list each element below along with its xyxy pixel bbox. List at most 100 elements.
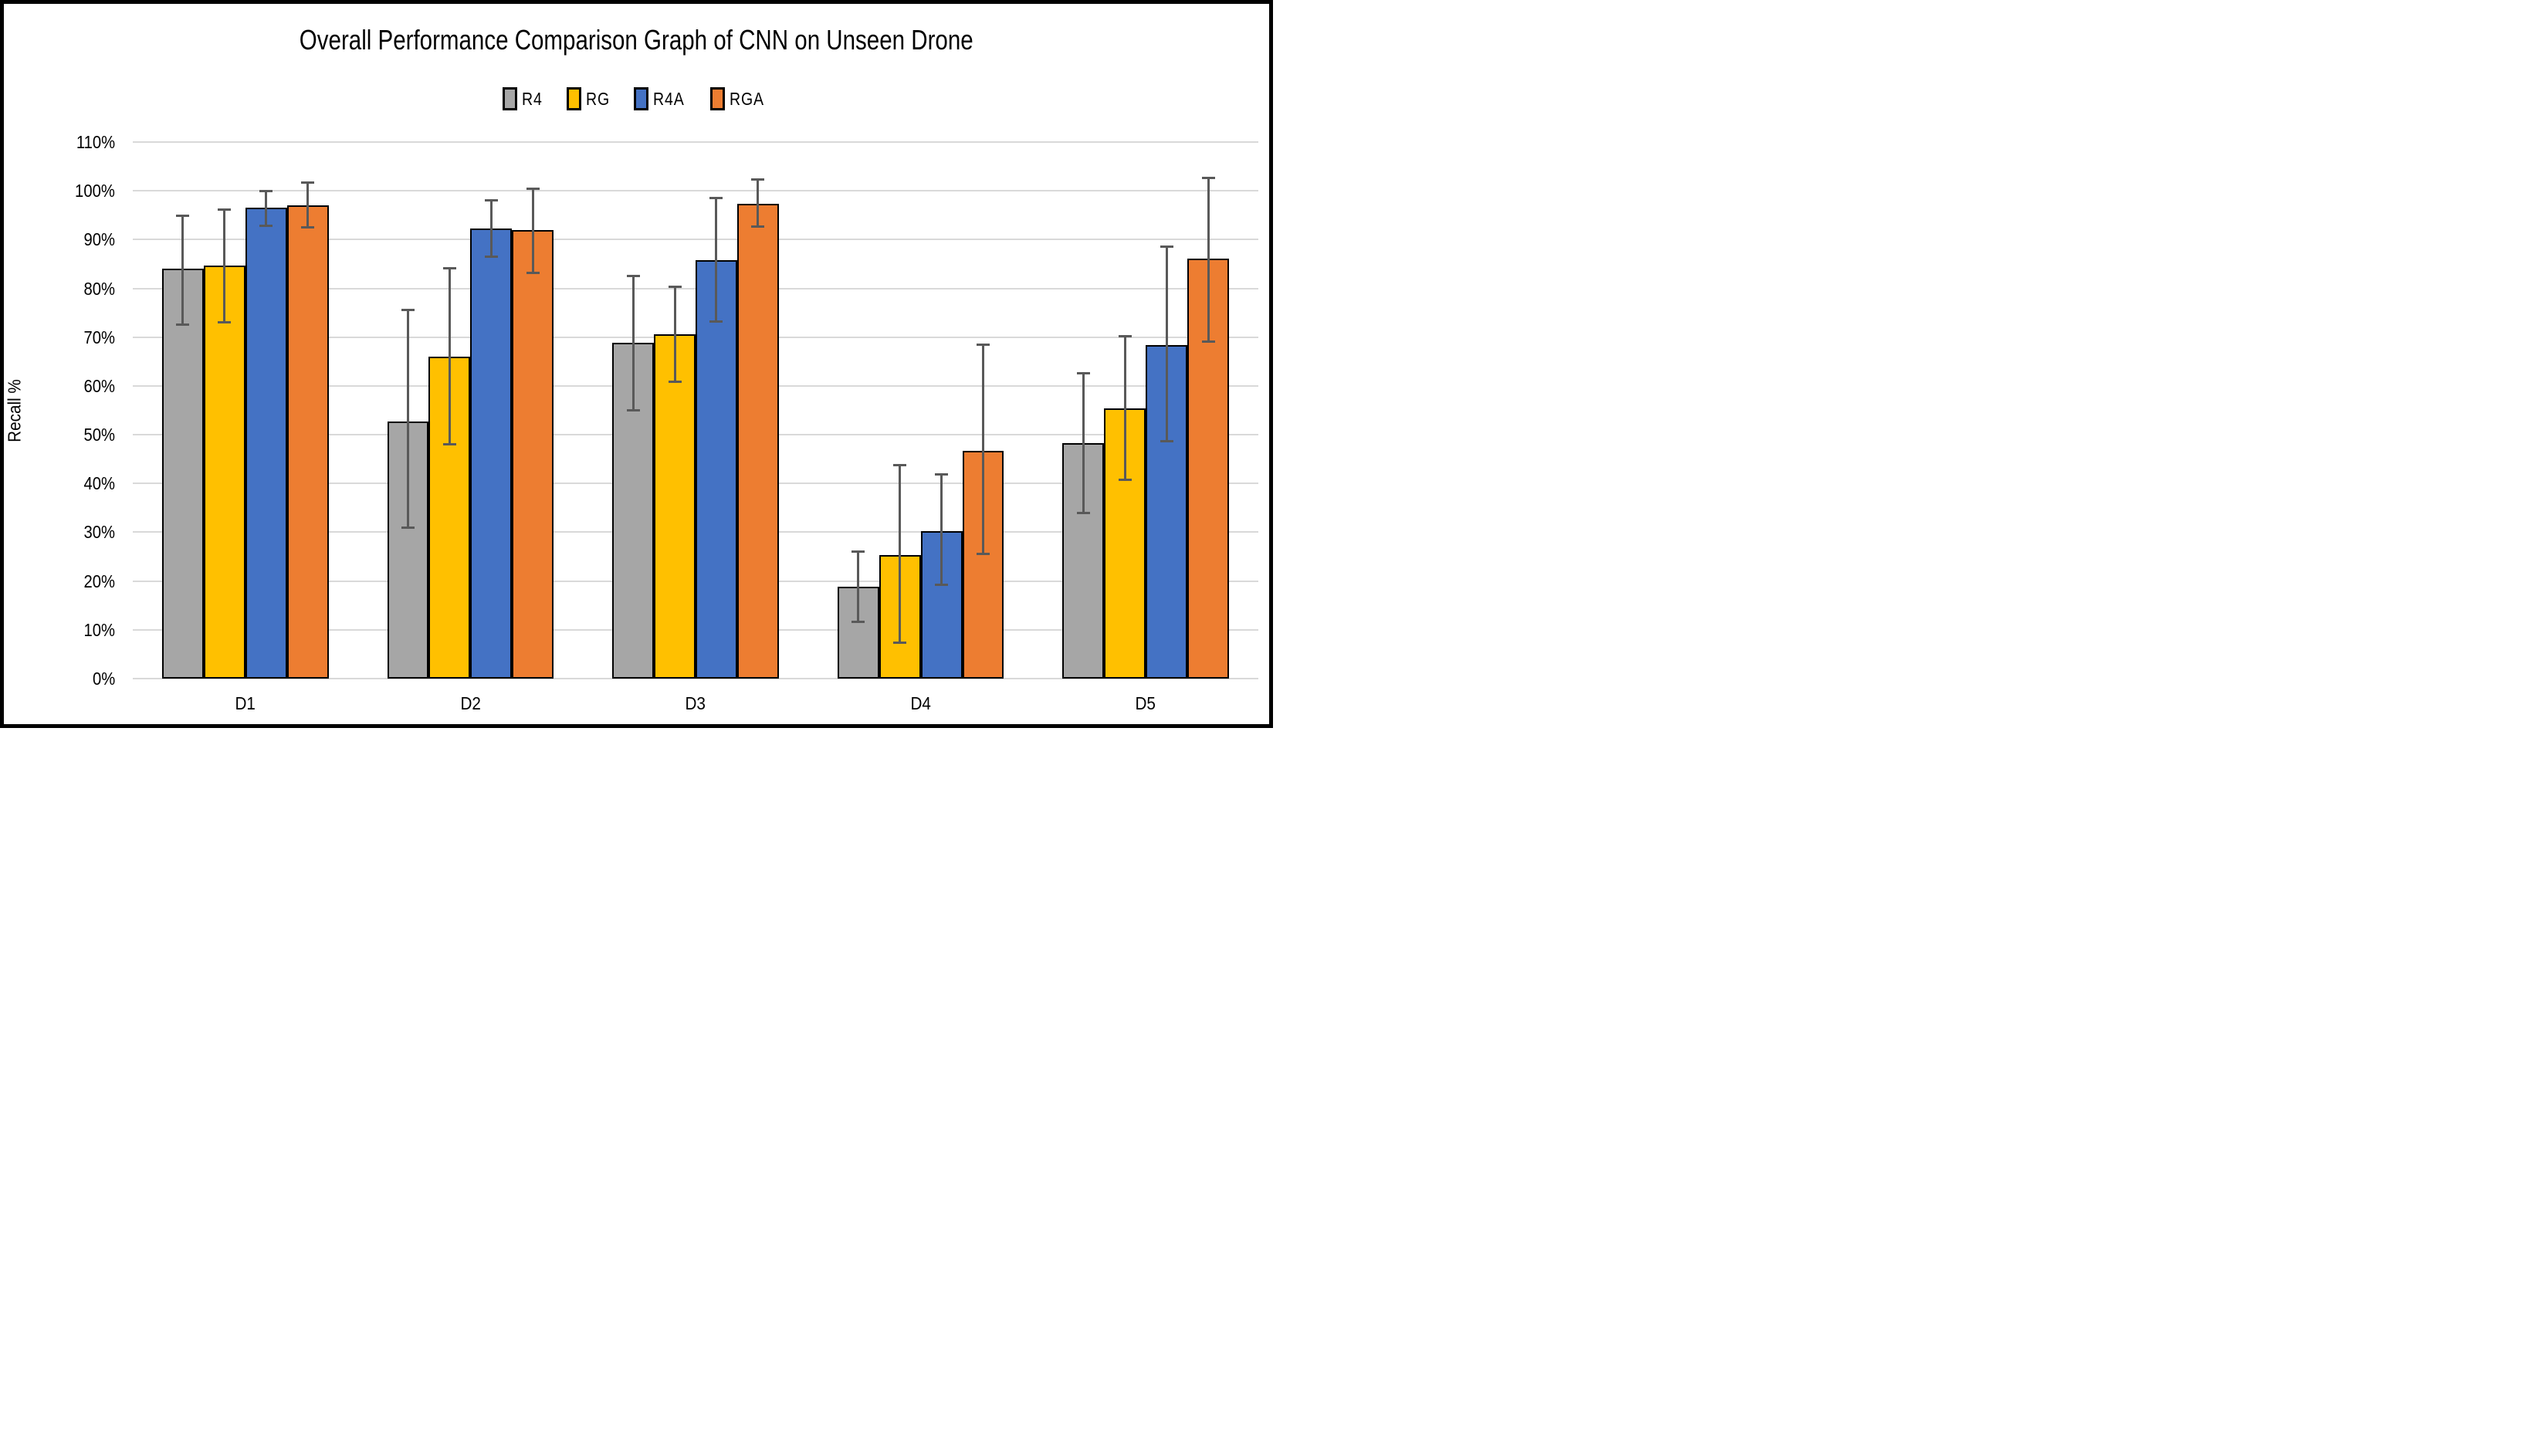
y-tick-label-text: 60%: [83, 375, 115, 396]
error-bar-line: [265, 191, 268, 226]
y-tick-label-text: 90%: [83, 229, 115, 250]
error-bar-cap: [1118, 334, 1132, 337]
y-tick-label: 90%: [4, 229, 115, 249]
legend-item-rg: RG: [566, 87, 614, 110]
error-bar-cap: [977, 343, 990, 346]
y-tick-label-text: 110%: [76, 132, 115, 152]
error-bar-line: [899, 465, 902, 643]
legend: R4 RG R4A RGA: [4, 87, 1269, 110]
error-bar-line: [489, 200, 493, 257]
y-tick-label: 60%: [4, 376, 115, 396]
error-bar-line: [1082, 373, 1085, 513]
gridline: [133, 678, 1258, 679]
error-bar-cap: [176, 323, 190, 327]
error-bar-cap: [668, 381, 682, 384]
bar-rga-d1: [286, 205, 329, 679]
error-bar-cap: [977, 552, 990, 555]
error-bar-cap: [626, 274, 640, 277]
error-bar-line: [448, 268, 451, 445]
error-bar-cap: [851, 550, 865, 553]
x-category-label: D4: [867, 693, 975, 714]
plot-area: 0% 10% 20% 30% 40% 50% 60% 70% 80% 90% 100% 110% D1 D…: [4, 4, 1269, 724]
legend-swatch-icon: [709, 87, 725, 110]
legend-label: RG: [585, 88, 610, 109]
error-bar-cap: [526, 271, 540, 274]
error-bar-line: [857, 551, 860, 622]
error-bar-line: [1123, 336, 1126, 480]
legend-swatch-icon: [566, 87, 581, 110]
gridline: [133, 190, 1258, 192]
bar-rga-d2: [512, 230, 554, 679]
chart-figure: Overall Performance Comparison Graph of …: [0, 0, 1273, 728]
error-bar-line: [1207, 178, 1210, 342]
legend-item-r4: R4: [503, 87, 546, 110]
y-tick-label-text: 20%: [83, 571, 115, 591]
error-bar-cap: [442, 266, 456, 269]
error-bar-cap: [218, 208, 232, 211]
y-tick-label: 50%: [4, 425, 115, 445]
error-bar-cap: [626, 409, 640, 411]
error-bar-cap: [259, 225, 273, 228]
error-bar-line: [757, 179, 760, 227]
error-bar-cap: [751, 178, 765, 181]
error-bar-line: [531, 188, 534, 273]
legend-swatch-icon: [503, 87, 518, 110]
error-bar-cap: [1076, 511, 1090, 514]
x-category-label: D5: [1092, 693, 1200, 714]
error-bar-cap: [893, 463, 907, 466]
error-bar-cap: [218, 321, 232, 324]
error-bar-cap: [851, 621, 865, 624]
bar-r4a-d3: [696, 259, 737, 679]
bar-rg-d3: [654, 334, 696, 679]
error-bar-cap: [1160, 439, 1173, 442]
error-bar-cap: [401, 309, 415, 312]
error-bar-cap: [526, 187, 540, 190]
error-bar-cap: [484, 199, 498, 202]
gridline: [133, 239, 1258, 241]
error-bar-line: [223, 209, 226, 323]
bar-r4a-d2: [470, 228, 513, 679]
x-category-label-text: D4: [910, 693, 931, 713]
x-category-label-text: D3: [685, 693, 706, 713]
error-bar-cap: [935, 583, 949, 586]
y-tick-label-text: 30%: [83, 522, 115, 543]
error-bar-cap: [176, 214, 190, 217]
error-bar-cap: [301, 181, 315, 184]
error-bar-cap: [484, 255, 498, 258]
bar-r4-d1: [161, 269, 204, 679]
y-tick-label: 110%: [4, 132, 115, 152]
error-bar-cap: [401, 526, 415, 529]
legend-label: R4: [522, 88, 543, 109]
error-bar-line: [673, 286, 676, 382]
gridline: [133, 141, 1258, 143]
error-bar-cap: [1201, 177, 1215, 180]
chart-title: Overall Performance Comparison Graph of …: [4, 24, 1269, 56]
x-category-label: D1: [191, 693, 300, 714]
legend-label: RGA: [729, 88, 764, 109]
x-category-label-text: D5: [1135, 693, 1156, 713]
error-bar-cap: [442, 443, 456, 446]
y-tick-label: 70%: [4, 327, 115, 347]
x-category-label: D3: [642, 693, 750, 714]
error-bar-cap: [1076, 371, 1090, 374]
y-tick-label-text: 80%: [83, 278, 115, 299]
bar-rg-d1: [203, 265, 245, 679]
legend-item-rga: RGA: [709, 87, 770, 110]
y-tick-label: 10%: [4, 620, 115, 640]
error-bar-cap: [709, 196, 723, 199]
error-bar-line: [306, 182, 310, 228]
x-category-label-text: D2: [460, 693, 481, 713]
y-tick-label: 40%: [4, 473, 115, 493]
error-bar-line: [1165, 246, 1168, 442]
y-tick-label-text: 10%: [83, 619, 115, 640]
error-bar-line: [715, 198, 718, 322]
error-bar-cap: [709, 320, 723, 323]
y-tick-label: 20%: [4, 571, 115, 591]
legend-item-r4a: R4A: [634, 87, 690, 110]
legend-label: R4A: [653, 88, 685, 109]
error-bar-cap: [1118, 478, 1132, 481]
legend-swatch-icon: [634, 87, 649, 110]
error-bar-line: [631, 276, 635, 411]
error-bar-cap: [1201, 340, 1215, 343]
y-axis-title-text: Recall %: [4, 379, 25, 442]
